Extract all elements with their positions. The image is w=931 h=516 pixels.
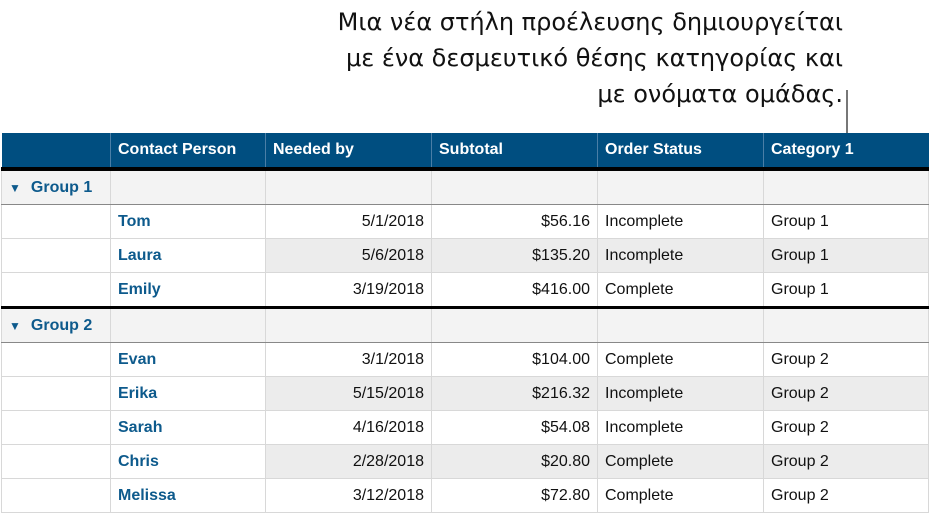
table-row[interactable]: Melissa 3/12/2018 $72.80 Complete Group 2 <box>1 478 929 513</box>
group-empty-cell <box>431 307 598 343</box>
callout-line-2: με ένα δεσμευτικό θέσης κατηγορίας και <box>345 44 843 72</box>
order-status-cell[interactable]: Incomplete <box>597 238 764 273</box>
table-row[interactable]: Erika 5/15/2018 $216.32 Incomplete Group 2 <box>1 376 929 411</box>
group-empty-cell <box>265 307 432 343</box>
disclosure-triangle-icon[interactable]: ▼ <box>9 318 21 333</box>
subtotal-cell[interactable]: $54.08 <box>431 410 598 445</box>
group-empty-cell <box>763 168 929 205</box>
category-cell <box>1 272 111 309</box>
category-cell <box>1 444 111 479</box>
category-1-cell[interactable]: Group 1 <box>763 238 929 273</box>
subtotal-cell[interactable]: $104.00 <box>431 342 598 377</box>
table-row[interactable]: Emily 3/19/2018 $416.00 Complete Group 1 <box>1 272 929 309</box>
order-status-cell[interactable]: Incomplete <box>597 204 764 239</box>
contact-person-cell[interactable]: Laura <box>110 238 266 273</box>
group-header-cell[interactable]: ▼ Group 1 <box>1 168 111 205</box>
contact-person-cell[interactable]: Chris <box>110 444 266 479</box>
order-status-cell[interactable]: Complete <box>597 272 764 309</box>
category-1-cell[interactable]: Group 2 <box>763 444 929 479</box>
callout-line-1: Μια νέα στήλη προέλευσης δημιουργείται <box>337 8 843 36</box>
contact-person-cell[interactable]: Erika <box>110 376 266 411</box>
header-cell[interactable]: Contact Person <box>110 133 266 171</box>
category-cell <box>1 376 111 411</box>
group-header-cell[interactable]: ▼ Group 2 <box>1 307 111 343</box>
needed-by-cell[interactable]: 3/12/2018 <box>265 478 432 513</box>
group-empty-cell <box>763 307 929 343</box>
table-row[interactable]: Sarah 4/16/2018 $54.08 Incomplete Group 2 <box>1 410 929 445</box>
needed-by-cell[interactable]: 3/19/2018 <box>265 272 432 309</box>
subtotal-cell[interactable]: $72.80 <box>431 478 598 513</box>
contact-person-cell[interactable]: Tom <box>110 204 266 239</box>
group-name: Group 1 <box>30 178 93 196</box>
category-cell <box>1 238 111 273</box>
category-1-cell[interactable]: Group 1 <box>763 272 929 309</box>
needed-by-cell[interactable]: 4/16/2018 <box>265 410 432 445</box>
category-1-cell[interactable]: Group 2 <box>763 342 929 377</box>
order-status-cell[interactable]: Complete <box>597 444 764 479</box>
category-cell <box>1 410 111 445</box>
header-cell[interactable]: Order Status <box>597 133 764 171</box>
category-1-cell[interactable]: Group 2 <box>763 478 929 513</box>
orders-table: Contact Person Needed by Subtotal Order … <box>1 133 929 513</box>
header-cell[interactable]: Needed by <box>265 133 432 171</box>
subtotal-cell[interactable]: $20.80 <box>431 444 598 479</box>
needed-by-cell[interactable]: 5/15/2018 <box>265 376 432 411</box>
order-status-cell[interactable]: Incomplete <box>597 410 764 445</box>
order-status-cell[interactable]: Complete <box>597 342 764 377</box>
group-empty-cell <box>431 168 598 205</box>
callout-pointer-line <box>846 90 848 134</box>
contact-person-cell[interactable]: Evan <box>110 342 266 377</box>
category-cell <box>1 204 111 239</box>
callout-text: Μια νέα στήλη προέλευσης δημιουργείται μ… <box>338 4 843 112</box>
table-row[interactable]: Tom 5/1/2018 $56.16 Incomplete Group 1 <box>1 204 929 239</box>
group-empty-cell <box>265 168 432 205</box>
header-row: Contact Person Needed by Subtotal Order … <box>1 133 929 171</box>
table-row[interactable]: Evan 3/1/2018 $104.00 Complete Group 2 <box>1 342 929 377</box>
subtotal-cell[interactable]: $416.00 <box>431 272 598 309</box>
category-1-cell[interactable]: Group 1 <box>763 204 929 239</box>
needed-by-cell[interactable]: 2/28/2018 <box>265 444 432 479</box>
subtotal-cell[interactable]: $135.20 <box>431 238 598 273</box>
header-cell[interactable] <box>1 133 111 171</box>
header-cell[interactable]: Subtotal <box>431 133 598 171</box>
subtotal-cell[interactable]: $56.16 <box>431 204 598 239</box>
group-empty-cell <box>597 307 764 343</box>
group-empty-cell <box>110 307 266 343</box>
contact-person-cell[interactable]: Emily <box>110 272 266 309</box>
header-cell[interactable]: Category 1 <box>763 133 929 171</box>
contact-person-cell[interactable]: Sarah <box>110 410 266 445</box>
order-status-cell[interactable]: Incomplete <box>597 376 764 411</box>
disclosure-triangle-icon[interactable]: ▼ <box>9 180 21 195</box>
group-row[interactable]: ▼ Group 1 <box>1 168 929 205</box>
table-row[interactable]: Laura 5/6/2018 $135.20 Incomplete Group 1 <box>1 238 929 273</box>
group-name: Group 2 <box>30 316 93 334</box>
order-status-cell[interactable]: Complete <box>597 478 764 513</box>
group-empty-cell <box>110 168 266 205</box>
callout-line-3: με ονόματα ομάδας. <box>597 80 843 108</box>
table-row[interactable]: Chris 2/28/2018 $20.80 Complete Group 2 <box>1 444 929 479</box>
category-1-cell[interactable]: Group 2 <box>763 376 929 411</box>
needed-by-cell[interactable]: 3/1/2018 <box>265 342 432 377</box>
category-cell <box>1 478 111 513</box>
needed-by-cell[interactable]: 5/6/2018 <box>265 238 432 273</box>
category-1-cell[interactable]: Group 2 <box>763 410 929 445</box>
needed-by-cell[interactable]: 5/1/2018 <box>265 204 432 239</box>
group-empty-cell <box>597 168 764 205</box>
category-cell <box>1 342 111 377</box>
group-row[interactable]: ▼ Group 2 <box>1 307 929 343</box>
subtotal-cell[interactable]: $216.32 <box>431 376 598 411</box>
contact-person-cell[interactable]: Melissa <box>110 478 266 513</box>
